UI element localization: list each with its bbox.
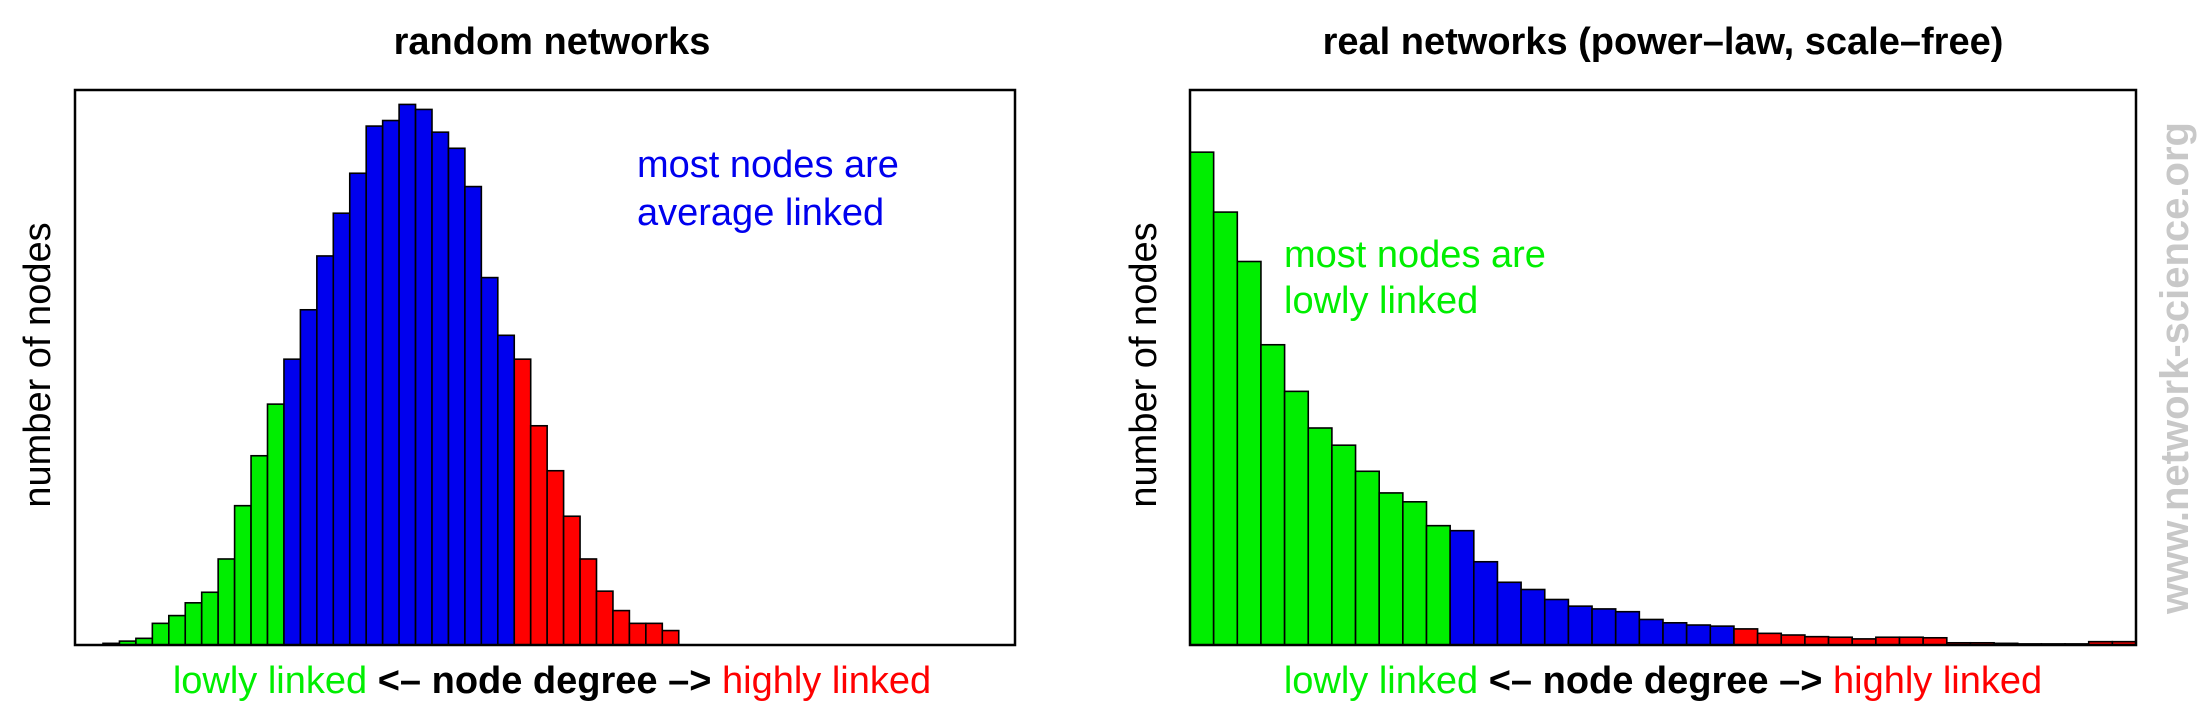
chart-random-networks: random networks number of nodes most nod… xyxy=(17,21,1017,702)
bar-17 xyxy=(1567,605,1593,646)
x-axis-label-center: <– node degree –> xyxy=(1489,660,1823,702)
x-axis-label-left: lowly linked xyxy=(1284,660,1478,702)
bar-11 xyxy=(266,403,285,646)
bar-31 xyxy=(595,590,614,646)
bar-22 xyxy=(1685,624,1712,646)
bar-24 xyxy=(1733,628,1759,646)
bar-10 xyxy=(1402,501,1428,646)
bar-32 xyxy=(612,609,631,646)
chart-title: random networks xyxy=(394,21,711,63)
bar-20 xyxy=(414,108,433,646)
x-axis-label-right: highly linked xyxy=(722,660,931,702)
x-axis-label: lowly linked <– node degree –> highly li… xyxy=(173,660,931,702)
plot-frame xyxy=(73,88,1017,647)
bar-33 xyxy=(628,622,647,646)
bar-30 xyxy=(579,558,598,646)
bar-4 xyxy=(1260,343,1286,646)
bar-34 xyxy=(645,622,664,646)
bar-28 xyxy=(546,469,565,646)
bar-23 xyxy=(1709,625,1735,646)
bar-13 xyxy=(1473,560,1499,646)
annotation-line-2: average linked xyxy=(637,192,884,234)
bar-9 xyxy=(1378,492,1404,646)
bar-14 xyxy=(1496,581,1522,646)
bar-15 xyxy=(1520,588,1546,646)
bar-6 xyxy=(1307,427,1333,646)
bar-17 xyxy=(365,125,384,646)
bar-21 xyxy=(431,131,450,646)
bar-26 xyxy=(1780,634,1806,646)
y-axis-label: number of nodes xyxy=(17,222,59,507)
annotation-line-2: lowly linked xyxy=(1284,280,1478,322)
x-axis-label-center: <– node degree –> xyxy=(378,660,712,702)
bar-6 xyxy=(184,602,203,646)
bar-19 xyxy=(398,103,417,646)
bar-15 xyxy=(332,212,351,646)
bar-27 xyxy=(529,424,548,646)
bar-5 xyxy=(168,614,187,646)
chart-real-networks: real networks (power–law, scale–free) nu… xyxy=(1123,21,2138,702)
bar-series xyxy=(102,103,680,646)
watermark: www.network-science.org xyxy=(2153,122,2197,615)
x-axis-label-right: highly linked xyxy=(1833,660,2042,702)
bar-35 xyxy=(661,629,680,646)
bar-26 xyxy=(513,358,532,646)
bar-16 xyxy=(1543,598,1570,646)
bar-22 xyxy=(447,147,466,646)
bar-4 xyxy=(151,622,170,646)
bar-25 xyxy=(1756,632,1783,646)
bar-19 xyxy=(1614,610,1641,646)
x-axis-label-left: lowly linked xyxy=(173,660,367,702)
x-axis-label: lowly linked <– node degree –> highly li… xyxy=(1284,660,2042,702)
bar-5 xyxy=(1283,390,1310,646)
bar-27 xyxy=(1804,635,1830,646)
bar-9 xyxy=(233,504,252,646)
bar-7 xyxy=(1331,444,1357,646)
bar-7 xyxy=(200,591,219,646)
bar-1 xyxy=(1189,151,1215,646)
bar-16 xyxy=(348,172,368,646)
bar-11 xyxy=(1425,524,1451,646)
bar-20 xyxy=(1638,618,1664,646)
bar-18 xyxy=(381,119,400,646)
bar-series xyxy=(1189,151,2137,646)
chart-title: real networks (power–law, scale–free) xyxy=(1323,21,2004,63)
bar-12 xyxy=(283,358,302,646)
y-axis-label: number of nodes xyxy=(1123,222,1165,507)
bar-3 xyxy=(1236,260,1262,646)
bar-21 xyxy=(1662,621,1688,646)
annotation-line-1: most nodes are xyxy=(1284,234,1546,276)
bar-2 xyxy=(1212,211,1239,646)
bar-25 xyxy=(496,334,516,646)
bar-18 xyxy=(1591,608,1617,646)
bar-13 xyxy=(299,308,318,646)
bar-12 xyxy=(1449,529,1475,646)
bar-8 xyxy=(1354,470,1381,646)
bar-8 xyxy=(217,558,236,646)
bar-23 xyxy=(464,185,483,646)
annotation-line-1: most nodes are xyxy=(637,144,899,186)
plot-frame xyxy=(1188,88,2138,647)
bar-10 xyxy=(250,454,269,646)
bar-29 xyxy=(562,515,581,646)
bar-24 xyxy=(480,276,499,646)
bar-14 xyxy=(316,255,335,646)
